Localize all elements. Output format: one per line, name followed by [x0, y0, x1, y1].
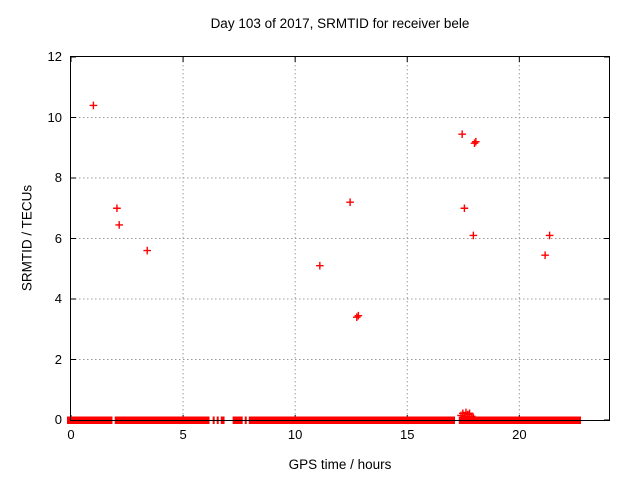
x-tick-label-10: 10: [287, 427, 303, 442]
x-axis-label: GPS time / hours: [288, 457, 392, 472]
y-tick-label-8: 8: [54, 170, 62, 185]
data-point: [460, 204, 469, 213]
x-tick-label-0: 0: [67, 427, 75, 442]
data-point: [463, 410, 472, 419]
y-tick-label-2: 2: [54, 351, 62, 367]
y-tick-label-6: 6: [54, 230, 62, 246]
data-point: [143, 246, 152, 255]
data-point: [460, 412, 469, 421]
data-point: [470, 139, 479, 148]
x-tick-label-15: 15: [400, 427, 415, 442]
y-tick-label-10: 10: [47, 109, 62, 125]
x-tick-label-20: 20: [512, 427, 527, 442]
data-point: [115, 221, 123, 229]
data-point: [346, 198, 354, 206]
plot-border: [70, 56, 610, 421]
y-tick-label-4: 4: [54, 291, 62, 306]
data-point: [469, 231, 478, 240]
data-point: [113, 204, 121, 213]
data-point: [458, 130, 466, 138]
y-tick-label-0: 0: [54, 412, 62, 427]
data-point: [541, 251, 549, 259]
data-point: [468, 412, 476, 421]
data-point: [545, 231, 554, 240]
data-point: [353, 313, 361, 321]
data-point: [472, 137, 480, 146]
data-point: [316, 261, 324, 270]
chart-title: Day 103 of 2017, SRMTID for receiver bel…: [210, 16, 470, 31]
x-tick-label-5: 5: [179, 427, 187, 442]
data-point: [354, 311, 363, 320]
data-point: [89, 101, 98, 110]
y-tick-label-12: 12: [47, 49, 62, 64]
